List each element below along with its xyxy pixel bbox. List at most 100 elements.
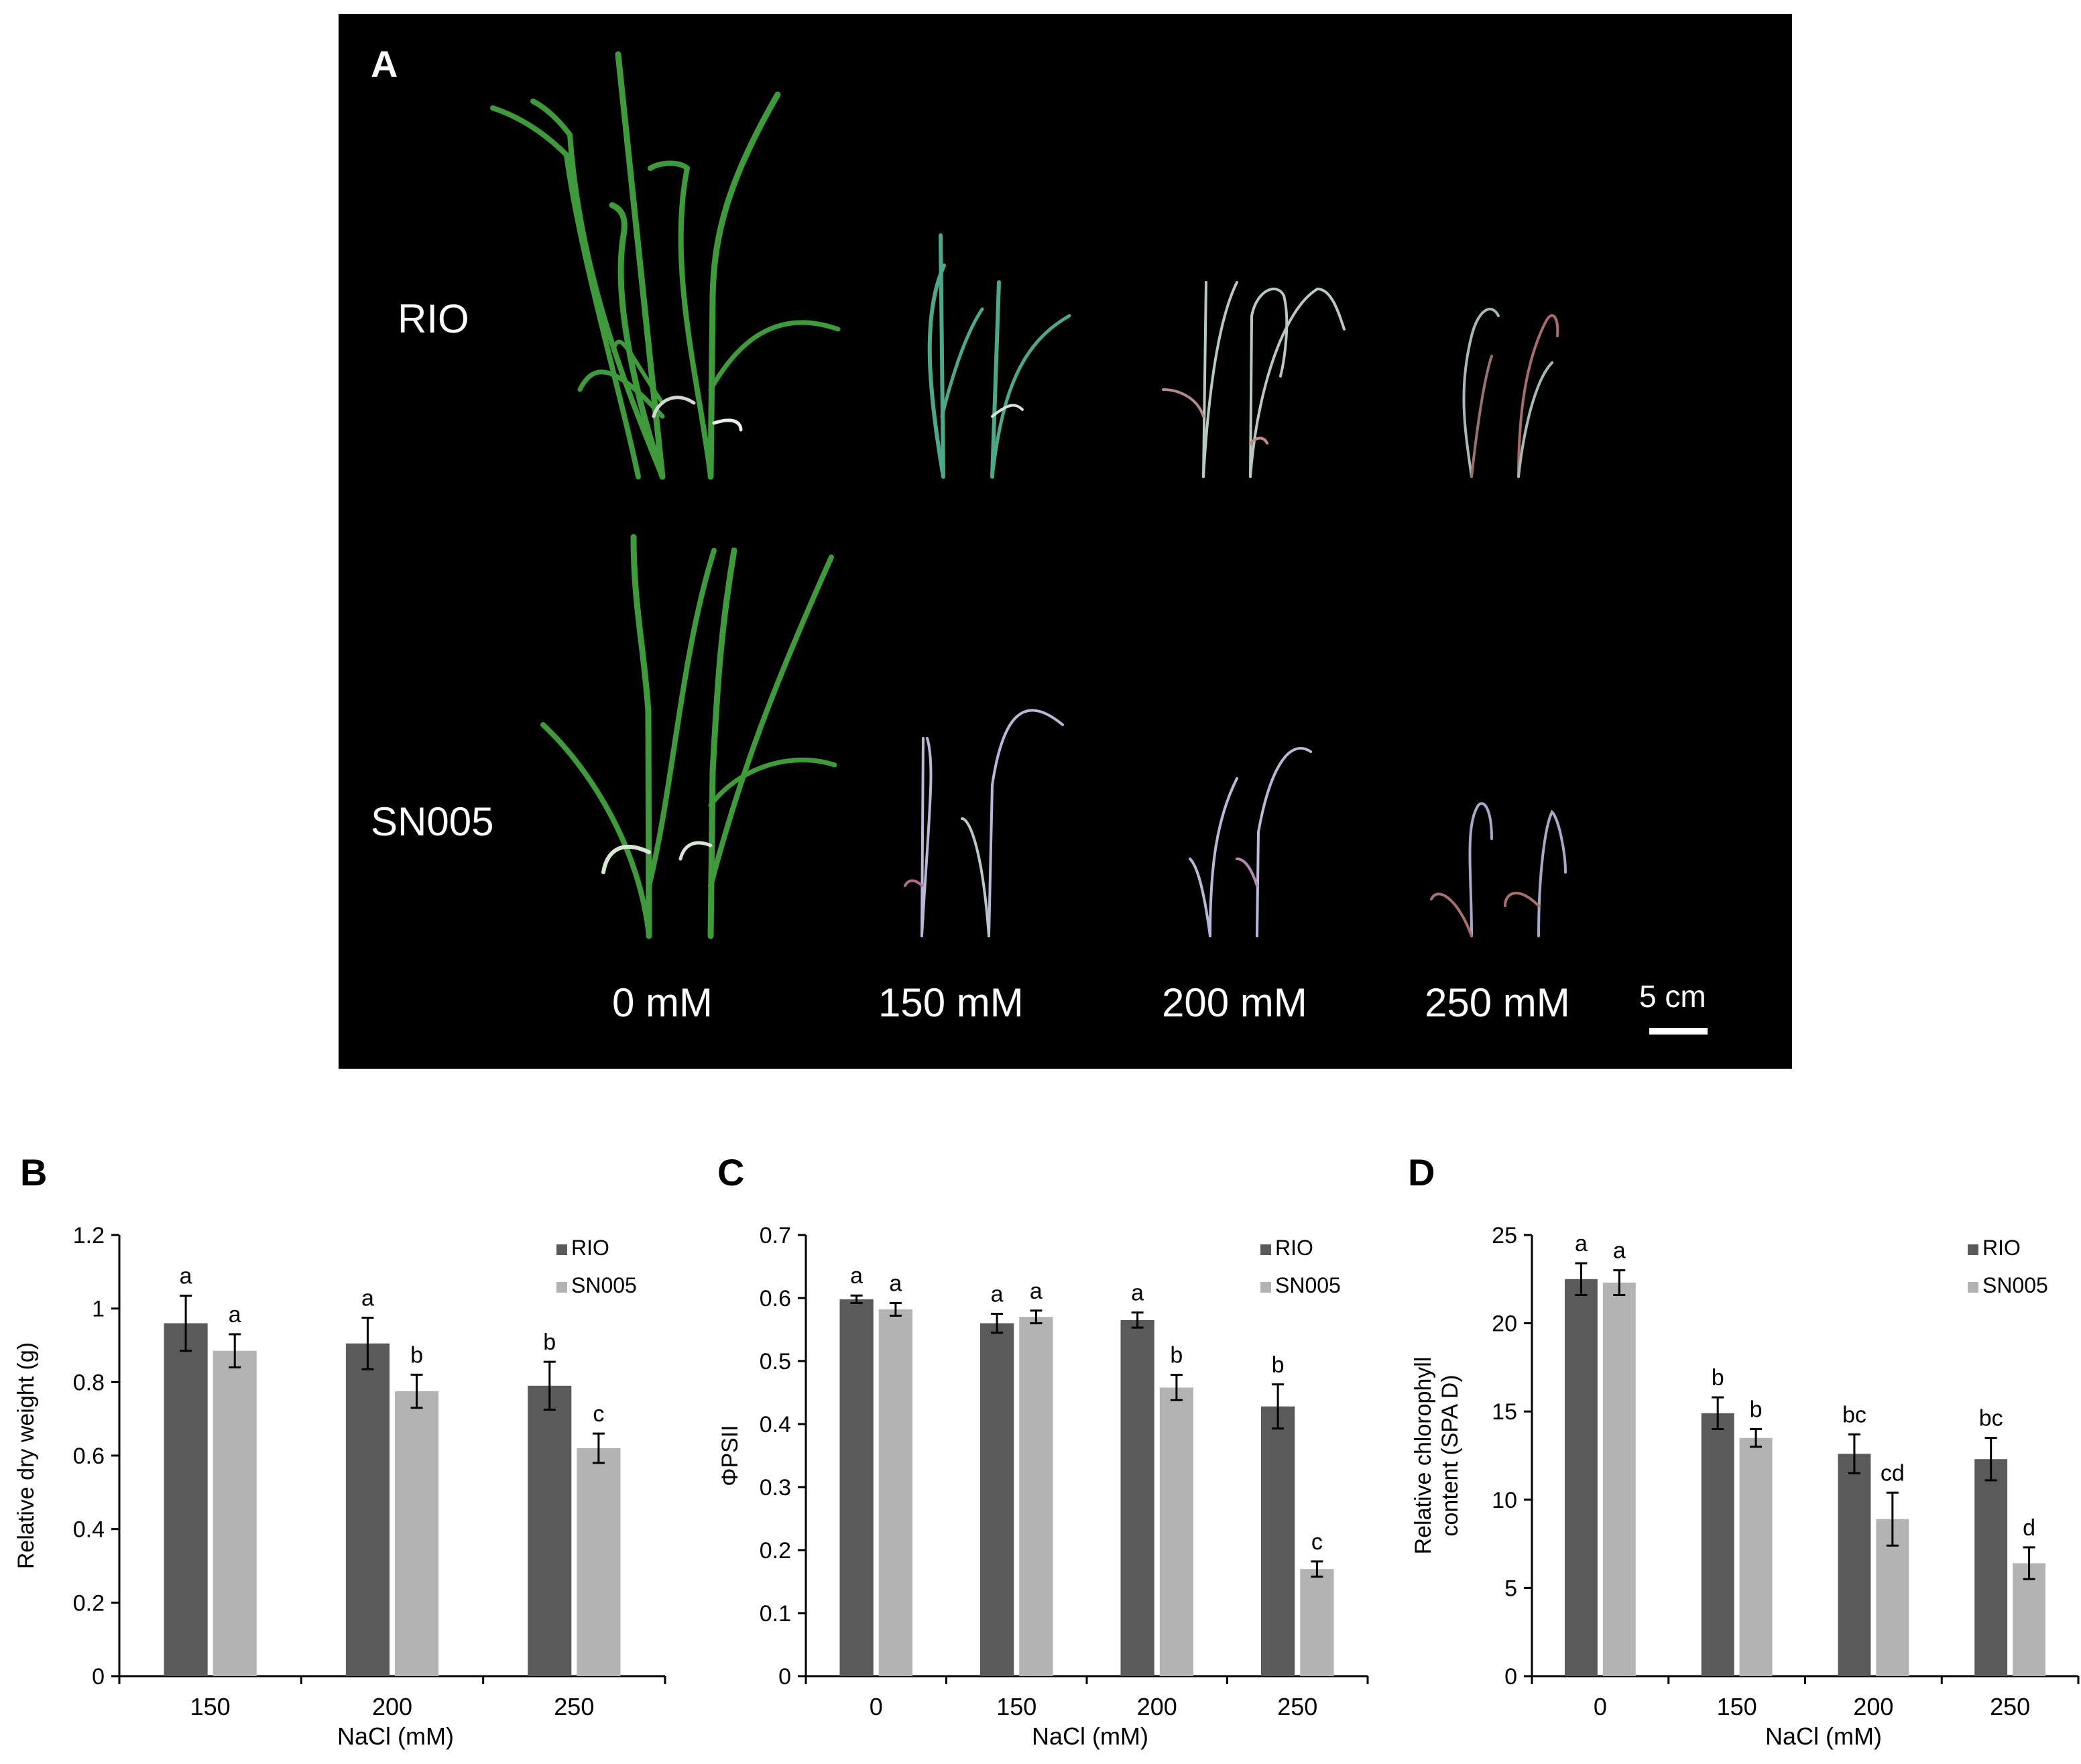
x-tick-label: 200 (1853, 1693, 1893, 1720)
plant-sn005-200mm (1189, 747, 1312, 937)
x-tick-label: 200 (372, 1693, 412, 1720)
bar-rio (979, 1323, 1014, 1676)
significance-letter: bc (1842, 1402, 1866, 1427)
x-tick-label: 250 (1990, 1693, 2030, 1720)
significance-letter: d (2023, 1515, 2035, 1541)
bar-rio (1701, 1413, 1734, 1676)
bar-sn005 (2013, 1563, 2046, 1676)
bar-sn005 (1159, 1387, 1194, 1676)
plant-rio-0mm (490, 51, 841, 480)
panel-label: C (717, 1151, 744, 1193)
bar-sn005 (213, 1350, 257, 1676)
significance-letter: b (1712, 1365, 1724, 1391)
y-tick-label: 1 (92, 1297, 105, 1322)
significance-letter: a (180, 1263, 192, 1289)
panel-a-photo: A RIO SN005 0 mM 150 mM 200 mM 250 mM 5 … (339, 14, 1792, 1069)
significance-letter: b (543, 1330, 556, 1355)
legend-swatch-rio (1968, 1244, 1978, 1255)
chart-b: B 0 0.2 0.4 0.6 0.8 1 1.2 150 a a 200 a b 250 b c RIO SN00… (13, 1151, 666, 1750)
scale-bar (1649, 1028, 1708, 1035)
bar-sn005 (577, 1448, 621, 1676)
y-axis-label-line: content (SPA D) (1437, 1374, 1463, 1536)
y-tick-label: 25 (1492, 1223, 1517, 1248)
panel-label: B (20, 1151, 47, 1193)
significance-letter: a (889, 1271, 902, 1297)
significance-letter: b (1272, 1352, 1285, 1378)
y-axis-label: ΦPSII (717, 1425, 743, 1486)
y-tick-label: 0.4 (73, 1517, 105, 1543)
significance-letter: a (991, 1282, 1004, 1307)
x-axis-label: NaCl (mM) (337, 1722, 454, 1750)
bar-sn005 (1019, 1317, 1053, 1676)
panel-label: D (1408, 1151, 1435, 1193)
significance-letter: bc (1979, 1406, 2003, 1431)
y-tick-label: 0.2 (760, 1538, 791, 1564)
legend-swatch-sn005 (1968, 1282, 1978, 1293)
bar-rio (164, 1323, 208, 1676)
y-tick-label: 0 (778, 1664, 791, 1690)
x-tick-label: 0 (1594, 1693, 1607, 1720)
bar-sn005 (878, 1309, 913, 1676)
x-tick-label: 150 (190, 1693, 231, 1720)
y-tick-label: 0.4 (760, 1412, 791, 1437)
y-tick-label: 5 (1504, 1576, 1517, 1601)
plant-photo-illustration (490, 51, 1708, 1035)
bar-rio (528, 1385, 572, 1676)
y-tick-label: 0.7 (760, 1223, 791, 1248)
significance-letter: b (1750, 1397, 1763, 1423)
legend-label-rio: RIO (1982, 1236, 2021, 1260)
y-tick-label: 0.1 (760, 1601, 791, 1627)
significance-letter: c (1311, 1529, 1323, 1555)
treatment-label-0: 0 mM (612, 980, 713, 1025)
significance-letter: cd (1881, 1460, 1905, 1486)
plant-rio-150mm (927, 233, 1071, 479)
significance-letter: a (1131, 1281, 1144, 1306)
x-tick-label: 250 (1277, 1693, 1317, 1720)
treatment-label-200: 200 mM (1162, 980, 1307, 1025)
y-tick-label: 0.2 (73, 1590, 105, 1616)
y-axis-label-line: Relative chlorophyll (1411, 1357, 1436, 1555)
plant-sn005-0mm (540, 534, 837, 939)
bar-sn005 (1300, 1569, 1334, 1676)
y-tick-label: 0.8 (73, 1370, 105, 1395)
bar-rio (345, 1343, 390, 1676)
y-tick-label: 10 (1492, 1488, 1517, 1513)
significance-letter: c (593, 1401, 604, 1427)
bar-rio (1974, 1459, 2008, 1676)
y-tick-label: 1.2 (73, 1223, 105, 1248)
legend-label-sn005: SN005 (1275, 1273, 1341, 1297)
y-tick-label: 20 (1492, 1311, 1517, 1337)
significance-letter: b (410, 1342, 423, 1368)
legend-label-rio: RIO (571, 1236, 609, 1260)
bar-rio (839, 1299, 874, 1676)
bar-sn005 (395, 1391, 439, 1676)
x-tick-label: 0 (870, 1693, 883, 1720)
x-tick-label: 200 (1137, 1693, 1177, 1720)
significance-letter: a (1030, 1279, 1043, 1304)
y-axis-label: Relative chlorophyll content (SPA D) (1411, 1357, 1463, 1555)
y-tick-label: 0.3 (760, 1475, 791, 1501)
legend-swatch-sn005 (556, 1282, 567, 1293)
bar-sn005 (1602, 1283, 1636, 1676)
plant-sn005-150mm (904, 709, 1064, 937)
x-axis-label: NaCl (mM) (1032, 1722, 1148, 1750)
row-label-rio: RIO (398, 296, 469, 341)
x-tick-label: 250 (554, 1693, 594, 1720)
y-tick-label: 0.6 (73, 1444, 105, 1469)
legend-label-rio: RIO (1275, 1236, 1313, 1260)
y-tick-label: 0 (92, 1664, 105, 1690)
plant-rio-250mm (1462, 308, 1559, 478)
legend-label-sn005: SN005 (571, 1273, 637, 1297)
legend-swatch-sn005 (1260, 1282, 1271, 1293)
legend-swatch-rio (556, 1244, 567, 1255)
x-tick-label: 150 (996, 1693, 1036, 1720)
treatment-label-250: 250 mM (1425, 980, 1570, 1025)
panel-a-label: A (371, 43, 398, 85)
x-axis-label: NaCl (mM) (1765, 1722, 1882, 1750)
treatment-label-150: 150 mM (878, 980, 1024, 1025)
significance-letter: a (1613, 1238, 1626, 1264)
legend-label-sn005: SN005 (1982, 1273, 2048, 1297)
bar-sn005 (1739, 1437, 1773, 1676)
